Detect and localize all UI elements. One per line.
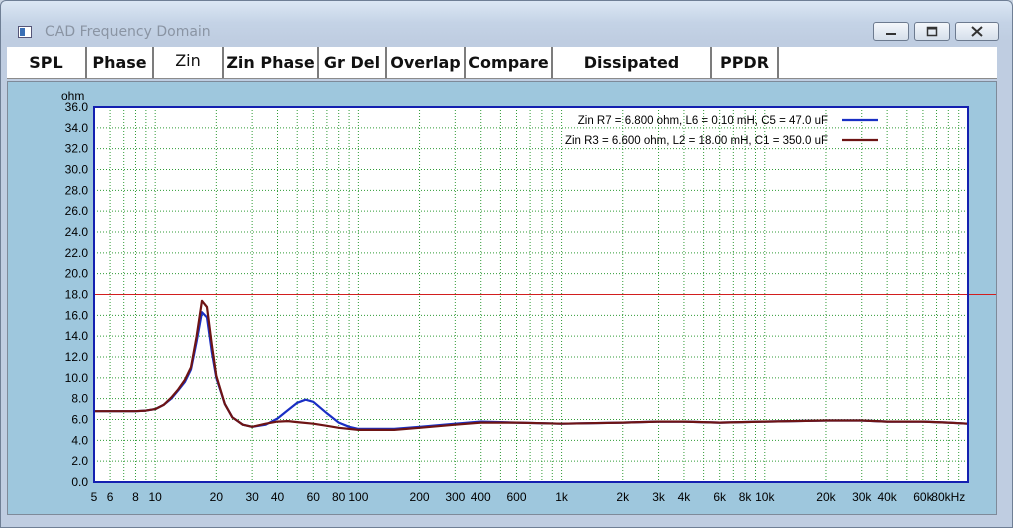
y-tick-label: 0.0 — [71, 475, 88, 489]
tab-overlap[interactable]: Overlap — [387, 47, 466, 78]
tab-spl[interactable]: SPL — [7, 47, 87, 78]
y-tick-label: 26.0 — [65, 204, 89, 218]
y-tick-label: 6.0 — [71, 413, 88, 427]
x-tick-label: 3k — [652, 490, 666, 504]
y-tick-label: 22.0 — [65, 246, 89, 260]
y-tick-label: 16.0 — [65, 308, 89, 322]
x-tick-label: 8 — [132, 490, 139, 504]
series-line-2 — [94, 299, 969, 431]
impedance-chart[interactable]: 0.0 2.0 4.0 6.0 8.0 10.0 12.0 14.0 16.0 18.0 20.0 2… — [8, 82, 996, 514]
minimize-icon — [886, 33, 896, 35]
x-tick-label: 300 — [445, 490, 465, 504]
y-tick-label: 18.0 — [65, 288, 89, 302]
y-tick-label: 32.0 — [65, 142, 89, 156]
plot-border — [93, 106, 969, 483]
y-tick-label: 4.0 — [71, 433, 88, 447]
tab-ppdr[interactable]: PPDR — [712, 47, 779, 78]
y-unit-label: ohm — [61, 89, 84, 103]
window-title: CAD Frequency Domain — [45, 24, 211, 40]
x-tick-label: 60 — [307, 490, 321, 504]
x-tick-label: 6k — [713, 490, 727, 504]
x-tick-label: 40k — [877, 490, 897, 504]
legend-label-2: Zin R3 = 6.600 ohm, L2 = 18.00 mH, C1 = … — [565, 135, 828, 147]
y-tick-label: 2.0 — [71, 454, 88, 468]
x-tick-label: 40 — [271, 490, 285, 504]
x-tick-label: 10k — [755, 490, 775, 504]
tab-phase[interactable]: Phase — [87, 47, 154, 78]
x-tick-label: 30k — [852, 490, 872, 504]
x-tick-label: 8k — [739, 490, 753, 504]
tab-compare[interactable]: Compare — [466, 47, 553, 78]
close-button[interactable] — [955, 22, 999, 41]
title-bar[interactable]: CAD Frequency Domain — [1, 1, 1012, 43]
y-tick-label: 28.0 — [65, 183, 89, 197]
app-icon — [18, 26, 32, 38]
y-tick-label: 34.0 — [65, 121, 89, 135]
y-tick-label: 10.0 — [65, 371, 89, 385]
x-tick-label: 60k — [913, 490, 933, 504]
y-tick-label: 36.0 — [65, 100, 89, 114]
y-tick-label: 24.0 — [65, 225, 89, 239]
x-tick-label: 20k — [816, 490, 836, 504]
y-tick-label: 14.0 — [65, 329, 89, 343]
x-tick-label: 4k — [678, 490, 692, 504]
x-tick-label: 1k — [555, 490, 569, 504]
tab-dissipated-power[interactable]: Dissipated Power — [553, 47, 712, 103]
tab-bar: SPL Phase Zin Zin Phase Gr Del Overlap C… — [7, 47, 997, 103]
minimize-button[interactable] — [873, 22, 909, 41]
x-tick-label: 30 — [245, 490, 259, 504]
x-tick-label: 20 — [210, 490, 224, 504]
x-tick-label: 600 — [506, 490, 526, 504]
tab-gr-del[interactable]: Gr Del — [319, 47, 387, 78]
close-icon — [971, 26, 983, 37]
tab-zin[interactable]: Zin — [154, 47, 224, 78]
x-tick-label: 10 — [148, 490, 162, 504]
x-tick-label: 6 — [107, 490, 114, 504]
x-tick-label: 100 — [348, 490, 368, 504]
maximize-icon — [926, 26, 938, 37]
y-tick-label: 30.0 — [65, 163, 89, 177]
x-tick-label: 400 — [471, 490, 491, 504]
x-tick-label: 80kHz — [931, 490, 965, 504]
x-tick-label: 200 — [410, 490, 430, 504]
legend-label-1: Zin R7 = 6.800 ohm, L6 = 0.10 mH, C5 = 4… — [578, 115, 828, 127]
x-tick-label: 5 — [91, 490, 98, 504]
x-tick-label: 80 — [332, 490, 346, 504]
maximize-button[interactable] — [914, 22, 950, 41]
x-tick-label: 2k — [616, 490, 630, 504]
y-tick-label: 20.0 — [65, 267, 89, 281]
tab-zin-phase[interactable]: Zin Phase — [224, 47, 319, 78]
y-tick-label: 12.0 — [65, 350, 89, 364]
y-tick-label: 8.0 — [71, 392, 88, 406]
plot-area: 0.0 2.0 4.0 6.0 8.0 10.0 12.0 14.0 16.0 18.0 20.0 2… — [7, 81, 997, 515]
